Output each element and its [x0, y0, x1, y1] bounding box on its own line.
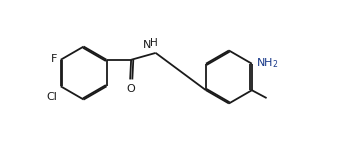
Text: Cl: Cl [46, 92, 57, 102]
Text: NH$_2$: NH$_2$ [256, 56, 278, 70]
Text: O: O [127, 84, 135, 94]
Text: F: F [50, 54, 57, 64]
Text: H: H [150, 38, 158, 48]
Text: N: N [142, 40, 151, 50]
